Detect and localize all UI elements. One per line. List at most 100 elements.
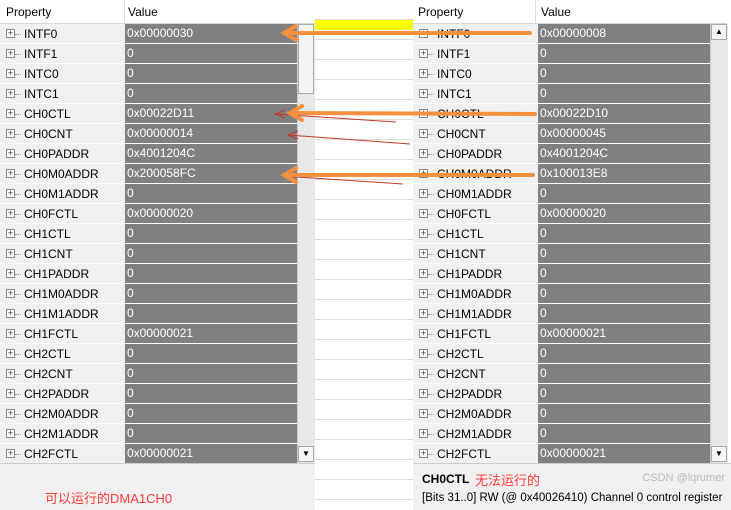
expand-icon[interactable]: + bbox=[6, 208, 15, 218]
expand-icon[interactable]: + bbox=[419, 308, 428, 318]
register-value[interactable]: 0 bbox=[125, 344, 297, 363]
expand-icon[interactable]: + bbox=[419, 328, 428, 338]
register-row[interactable]: + CH0FCTL 0x00000020 bbox=[413, 204, 710, 224]
scrollbar[interactable]: ▲ ▼ bbox=[710, 24, 728, 463]
register-value[interactable]: 0 bbox=[125, 244, 297, 263]
register-row[interactable]: + CH0PADDR 0x4001204C bbox=[0, 144, 297, 164]
register-value[interactable]: 0x00000014 bbox=[125, 124, 297, 143]
scroll-down-button[interactable]: ▼ bbox=[711, 446, 727, 462]
register-value[interactable]: 0 bbox=[538, 304, 710, 323]
expand-icon[interactable]: + bbox=[419, 188, 428, 198]
expand-icon[interactable]: + bbox=[6, 348, 15, 358]
register-row[interactable]: + CH0CNT 0x00000045 bbox=[413, 124, 710, 144]
register-value[interactable]: 0x00000030 bbox=[125, 24, 297, 43]
expand-icon[interactable]: + bbox=[6, 248, 15, 258]
expand-icon[interactable]: + bbox=[6, 308, 15, 318]
register-value[interactable]: 0 bbox=[125, 304, 297, 323]
register-value[interactable]: 0 bbox=[125, 44, 297, 63]
register-row[interactable]: + CH0CNT 0x00000014 bbox=[0, 124, 297, 144]
register-row[interactable]: + CH0M0ADDR 0x200058FC bbox=[0, 164, 297, 184]
register-row[interactable]: + CH0M0ADDR 0x100013E8 bbox=[413, 164, 710, 184]
expand-icon[interactable]: + bbox=[6, 188, 15, 198]
register-row[interactable]: + CH0PADDR 0x4001204C bbox=[413, 144, 710, 164]
register-row[interactable]: + INTC1 0 bbox=[413, 84, 710, 104]
register-row[interactable]: + CH1CNT 0 bbox=[0, 244, 297, 264]
value-column-header[interactable]: Value bbox=[128, 5, 158, 19]
expand-icon[interactable]: + bbox=[6, 448, 15, 458]
expand-icon[interactable]: + bbox=[419, 448, 428, 458]
register-row[interactable]: + CH1CNT 0 bbox=[413, 244, 710, 264]
register-row[interactable]: + INTC1 0 bbox=[0, 84, 297, 104]
register-row[interactable]: + CH0CTL 0x00022D10 bbox=[413, 104, 710, 124]
register-value[interactable]: 0 bbox=[538, 184, 710, 203]
expand-icon[interactable]: + bbox=[419, 128, 428, 138]
expand-icon[interactable]: + bbox=[419, 148, 428, 158]
register-row[interactable]: + CH1CTL 0 bbox=[413, 224, 710, 244]
expand-icon[interactable]: + bbox=[6, 148, 15, 158]
expand-icon[interactable]: + bbox=[419, 208, 428, 218]
register-value[interactable]: 0 bbox=[125, 404, 297, 423]
register-row[interactable]: + CH1M0ADDR 0 bbox=[0, 284, 297, 304]
register-value[interactable]: 0 bbox=[538, 264, 710, 283]
register-row[interactable]: + CH0M1ADDR 0 bbox=[0, 184, 297, 204]
register-row[interactable]: + CH1FCTL 0x00000021 bbox=[0, 324, 297, 344]
register-value[interactable]: 0 bbox=[538, 244, 710, 263]
expand-icon[interactable]: + bbox=[6, 228, 15, 238]
scroll-down-button[interactable]: ▼ bbox=[298, 446, 314, 462]
column-divider[interactable] bbox=[124, 0, 125, 23]
register-value[interactable]: 0 bbox=[538, 344, 710, 363]
register-row[interactable]: + CH2M1ADDR 0 bbox=[0, 424, 297, 444]
expand-icon[interactable]: + bbox=[419, 108, 428, 118]
register-row[interactable]: + INTF0 0x00000030 bbox=[0, 24, 297, 44]
register-row[interactable]: + CH1M0ADDR 0 bbox=[413, 284, 710, 304]
register-value[interactable]: 0x00022D10 bbox=[538, 104, 710, 123]
register-value[interactable]: 0x4001204C bbox=[538, 144, 710, 163]
register-row[interactable]: + CH1M1ADDR 0 bbox=[0, 304, 297, 324]
register-value[interactable]: 0 bbox=[538, 364, 710, 383]
scroll-thumb[interactable] bbox=[298, 24, 314, 94]
register-value[interactable]: 0 bbox=[125, 264, 297, 283]
register-row[interactable]: + CH0FCTL 0x00000020 bbox=[0, 204, 297, 224]
expand-icon[interactable]: + bbox=[419, 68, 428, 78]
register-row[interactable]: + CH2PADDR 0 bbox=[0, 384, 297, 404]
register-value[interactable]: 0 bbox=[538, 384, 710, 403]
expand-icon[interactable]: + bbox=[419, 408, 428, 418]
register-value[interactable]: 0 bbox=[538, 404, 710, 423]
expand-icon[interactable]: + bbox=[6, 288, 15, 298]
register-row[interactable]: + INTC0 0 bbox=[413, 64, 710, 84]
register-row[interactable]: + CH2CNT 0 bbox=[0, 364, 297, 384]
expand-icon[interactable]: + bbox=[419, 168, 428, 178]
expand-icon[interactable]: + bbox=[419, 288, 428, 298]
register-row[interactable]: + INTF1 0 bbox=[413, 44, 710, 64]
expand-icon[interactable]: + bbox=[6, 408, 15, 418]
expand-icon[interactable]: + bbox=[419, 228, 428, 238]
register-value[interactable]: 0 bbox=[125, 184, 297, 203]
register-value[interactable]: 0x00022D11 bbox=[125, 104, 297, 123]
column-divider[interactable] bbox=[535, 0, 536, 23]
register-value[interactable]: 0 bbox=[125, 84, 297, 103]
expand-icon[interactable]: + bbox=[6, 108, 15, 118]
expand-icon[interactable]: + bbox=[419, 368, 428, 378]
register-row[interactable]: + CH2FCTL 0x00000021 bbox=[413, 444, 710, 464]
expand-icon[interactable]: + bbox=[419, 28, 428, 38]
expand-icon[interactable]: + bbox=[6, 68, 15, 78]
register-row[interactable]: + CH1CTL 0 bbox=[0, 224, 297, 244]
expand-icon[interactable]: + bbox=[6, 328, 15, 338]
register-value[interactable]: 0x100013E8 bbox=[538, 164, 710, 183]
register-row[interactable]: + CH2CTL 0 bbox=[0, 344, 297, 364]
register-row[interactable]: + CH1M1ADDR 0 bbox=[413, 304, 710, 324]
register-value[interactable]: 0 bbox=[125, 364, 297, 383]
register-value[interactable]: 0x00000020 bbox=[125, 204, 297, 223]
expand-icon[interactable]: + bbox=[419, 268, 428, 278]
register-row[interactable]: + CH2FCTL 0x00000021 bbox=[0, 444, 297, 464]
property-column-header[interactable]: Property bbox=[418, 5, 464, 19]
register-value[interactable]: 0 bbox=[538, 64, 710, 83]
register-row[interactable]: + INTF1 0 bbox=[0, 44, 297, 64]
register-value[interactable]: 0 bbox=[538, 284, 710, 303]
register-row[interactable]: + CH1FCTL 0x00000021 bbox=[413, 324, 710, 344]
expand-icon[interactable]: + bbox=[6, 88, 15, 98]
register-value[interactable]: 0x00000020 bbox=[538, 204, 710, 223]
register-row[interactable]: + CH2CNT 0 bbox=[413, 364, 710, 384]
register-value[interactable]: 0 bbox=[125, 384, 297, 403]
expand-icon[interactable]: + bbox=[419, 88, 428, 98]
